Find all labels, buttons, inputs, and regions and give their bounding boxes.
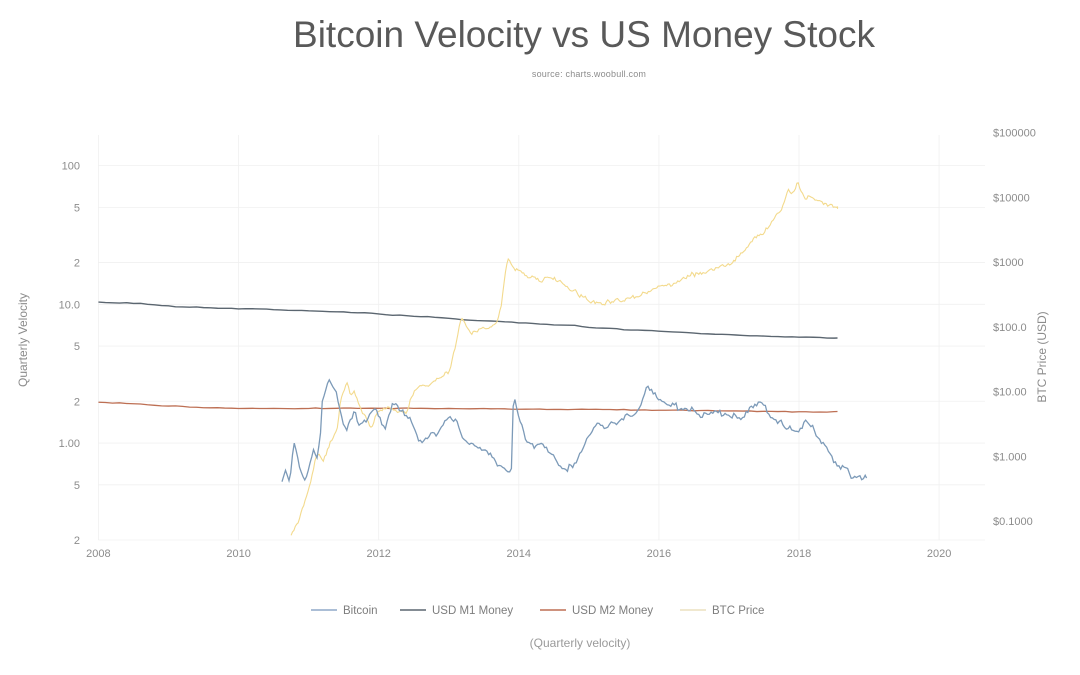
svg-text:2018: 2018	[787, 548, 811, 560]
svg-text:2020: 2020	[927, 548, 951, 560]
svg-text:$10.00: $10.00	[993, 387, 1027, 399]
svg-text:2: 2	[74, 396, 80, 408]
svg-text:2: 2	[74, 535, 80, 547]
svg-text:BTC Price (USD): BTC Price (USD)	[1035, 311, 1049, 402]
svg-text:2014: 2014	[507, 548, 531, 560]
svg-text:2016: 2016	[647, 548, 671, 560]
svg-text:$1.000: $1.000	[993, 451, 1027, 463]
svg-text:5: 5	[74, 202, 80, 214]
svg-text:10.0: 10.0	[59, 299, 80, 311]
svg-text:2008: 2008	[86, 548, 110, 560]
svg-text:$10000: $10000	[993, 193, 1030, 205]
svg-text:$100000: $100000	[993, 128, 1036, 140]
svg-text:2012: 2012	[366, 548, 390, 560]
svg-text:5: 5	[74, 480, 80, 492]
svg-text:$100.0: $100.0	[993, 322, 1027, 334]
svg-text:5: 5	[74, 341, 80, 353]
svg-text:2010: 2010	[226, 548, 250, 560]
svg-text:$1000: $1000	[993, 257, 1024, 269]
svg-text:100: 100	[62, 161, 80, 173]
svg-text:2: 2	[74, 258, 80, 270]
svg-text:1.00: 1.00	[59, 438, 80, 450]
svg-text:Quarterly Velocity: Quarterly Velocity	[16, 293, 30, 387]
svg-text:$0.1000: $0.1000	[993, 516, 1033, 528]
